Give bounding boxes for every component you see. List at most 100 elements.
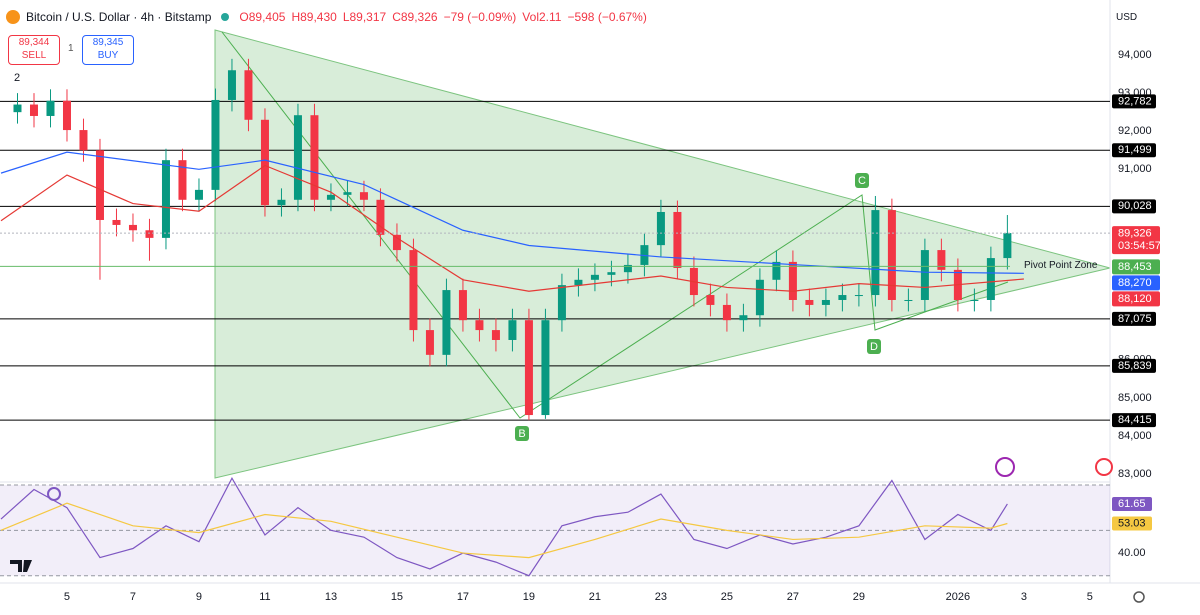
candle-body — [442, 290, 451, 355]
moving-average — [0, 164, 1024, 292]
level-tag — [1112, 94, 1156, 109]
symbol: Bitcoin / U.S. Dollar · 4h · Bitstamp — [26, 10, 212, 24]
candle-body — [178, 160, 187, 200]
x-tick-label: 19 — [523, 591, 535, 603]
candle-body — [392, 234, 401, 251]
candle-body — [607, 272, 616, 275]
level-tag-label: 87,075 — [1118, 313, 1152, 325]
ohlc-open: O89,405 — [239, 10, 286, 24]
x-tick-label: 17 — [457, 591, 469, 603]
price-tag-countdown: 03:54:57 — [1118, 240, 1161, 252]
candle-body — [293, 115, 302, 200]
x-tick-label: 29 — [853, 591, 865, 603]
annotation-c: C — [855, 173, 869, 188]
level-tag-label: 85,839 — [1118, 360, 1152, 372]
currency[interactable]: USD — [1116, 12, 1138, 23]
candle-body — [854, 295, 863, 297]
x-tick-label: 5 — [1087, 591, 1093, 603]
price-tag — [1112, 226, 1160, 255]
candle-body — [95, 150, 104, 220]
indicator-count[interactable]: 2 — [14, 72, 21, 84]
price-tag-label: 88,453 — [1118, 261, 1152, 273]
rsi-tag — [1112, 496, 1152, 511]
buy-label: BUY — [97, 50, 119, 61]
ohlc-close: C89,326 — [392, 10, 438, 24]
candle-body — [887, 210, 896, 300]
candle-body — [62, 100, 71, 131]
y-tick-label: 91,000 — [1118, 163, 1152, 175]
x-tick-label: 27 — [787, 591, 799, 603]
candle-body — [739, 315, 748, 321]
candle-body — [46, 100, 55, 116]
replay-icon[interactable] — [995, 457, 1015, 477]
price-tag-label: 89,326 — [1118, 227, 1152, 239]
candle-body — [13, 104, 22, 113]
candle-body — [112, 219, 121, 225]
candle-body — [161, 160, 170, 238]
candle-body — [491, 330, 500, 340]
ohlc-low: L89,317 — [342, 10, 387, 24]
rsi-tag-label: 61.65 — [1118, 498, 1146, 510]
candle-body — [260, 119, 269, 206]
x-tick-label: 15 — [391, 591, 403, 603]
candle-body — [574, 279, 583, 286]
price-tag-label: 88,120 — [1118, 293, 1152, 305]
status-dot — [221, 13, 230, 21]
level-tag-label: 90,028 — [1118, 200, 1152, 212]
sell-button[interactable]: 89,344 SELL — [8, 35, 60, 65]
level-tag — [1112, 413, 1156, 428]
annotation-label: B — [518, 428, 525, 440]
x-tick-label: 7 — [130, 591, 136, 603]
ohlc-high: H89,430 — [291, 10, 337, 24]
settings-icon[interactable] — [1133, 591, 1145, 603]
candle-body — [821, 299, 830, 305]
annotation-label: D — [870, 341, 878, 353]
y-tick-label: 83,000 — [1118, 468, 1152, 480]
candle-body — [524, 320, 533, 416]
rsi-line — [0, 476, 1008, 577]
candle-body — [29, 104, 38, 116]
price-tag-label: 88,270 — [1118, 277, 1152, 289]
candle-body — [706, 295, 715, 305]
candle-body — [673, 211, 682, 268]
flag-icon[interactable] — [1095, 458, 1113, 476]
candle-body — [277, 199, 286, 206]
x-tick-label: 11 — [259, 591, 270, 603]
y-tick-label: 85,000 — [1118, 392, 1152, 404]
candle-body — [623, 264, 632, 273]
y-tick-label: 92,000 — [1118, 125, 1152, 137]
x-tick-label: 9 — [196, 591, 202, 603]
zigzag-pattern — [221, 31, 1009, 419]
price-tag — [1112, 275, 1160, 291]
candle-body — [541, 320, 550, 416]
buy-button[interactable]: 89,345 BUY — [82, 35, 134, 65]
candle-body — [211, 99, 220, 190]
candle-body — [1003, 233, 1012, 259]
x-tick-label: 5 — [64, 591, 70, 603]
candle-body — [722, 304, 731, 321]
candle-body — [244, 70, 253, 120]
level-tag — [1112, 199, 1156, 214]
x-tick-label: 13 — [325, 591, 337, 603]
candle-body — [937, 250, 946, 270]
price-tag — [1112, 259, 1160, 275]
y-tick-label: 94,000 — [1118, 49, 1152, 61]
plot: 83,00084,00085,00086,00087,00088,00089,0… — [0, 49, 1161, 603]
indicator-icon[interactable] — [47, 487, 61, 501]
tv-logo — [10, 560, 32, 572]
price-tag — [1112, 291, 1160, 307]
level-tag — [1112, 311, 1156, 326]
rsi-tag — [1112, 516, 1152, 531]
ohlc-change: −79 (−0.09%) — [443, 10, 517, 24]
coin-icon — [6, 10, 20, 24]
x-tick-label: 25 — [721, 591, 733, 603]
annotation-b: B — [515, 426, 529, 441]
candle-body — [425, 330, 434, 355]
candle-body — [656, 211, 665, 246]
candle-body — [920, 250, 929, 300]
rsi-tag-label: 53.03 — [1118, 517, 1146, 529]
x-tick-label: 2026 — [946, 591, 970, 603]
candle-body — [788, 261, 797, 300]
